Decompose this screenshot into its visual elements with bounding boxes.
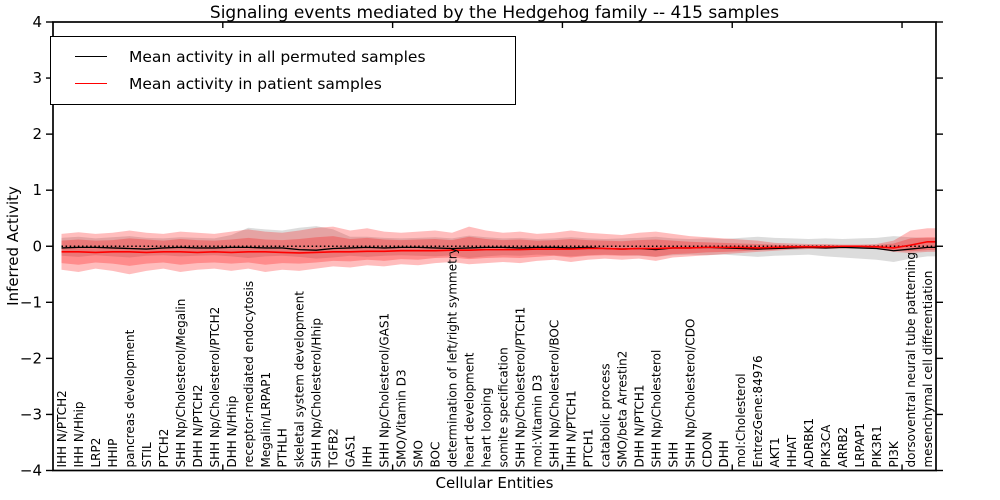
x-category-label: somite specification <box>496 347 510 467</box>
x-category-label: TGFB2 <box>327 428 341 468</box>
x-category-label: SHH Np/Cholesterol/BOC <box>547 320 561 468</box>
chart-title: Signaling events mediated by the Hedgeho… <box>209 3 780 23</box>
legend-line-sample-red <box>75 83 107 84</box>
legend-entry-patient: Mean activity in patient samples <box>51 70 515 97</box>
x-category-label: mol:Cholesterol <box>734 373 748 467</box>
y-tick-label: −1 <box>20 293 42 311</box>
x-category-label: PTCH2 <box>157 429 171 468</box>
x-category-label: SHH Np/Cholesterol/CDO <box>683 319 697 468</box>
x-category-label: STIL <box>140 442 154 467</box>
x-category-label: GAS1 <box>344 435 358 468</box>
x-category-label: heart development <box>463 352 477 467</box>
y-tick-label: 1 <box>32 181 42 199</box>
x-category-label: catabolic process <box>598 363 612 467</box>
y-tick-label: 0 <box>32 237 42 255</box>
x-category-label: SHH Np/Cholesterol/GAS1 <box>378 313 392 468</box>
x-category-label: SMO <box>412 440 426 467</box>
x-category-label: AKT1 <box>768 437 782 467</box>
x-category-label: SHH Np/Cholesterol/Hhip <box>310 318 324 467</box>
x-category-label: LRPAP1 <box>853 423 867 468</box>
x-category-label: HHIP <box>106 439 120 468</box>
series-line-0 <box>61 246 936 252</box>
x-category-label: SMO/Vitamin D3 <box>395 369 409 467</box>
band-2 <box>61 236 937 266</box>
x-category-label: DHH N/PTCH2 <box>191 384 205 467</box>
legend-label-patient: Mean activity in patient samples <box>129 74 382 93</box>
y-tick-label: 4 <box>32 13 42 31</box>
x-category-label: PIK3CA <box>819 424 833 468</box>
y-tick-label: 2 <box>32 125 42 143</box>
x-category-label: mol:Vitamin D3 <box>530 374 544 467</box>
x-category-label: SMO/beta Arrestin2 <box>615 351 629 468</box>
x-category-label: IHH N/PTCH1 <box>564 390 578 467</box>
band-1 <box>61 226 937 275</box>
legend-label-permuted: Mean activity in all permuted samples <box>129 47 426 66</box>
x-category-label: heart looping <box>480 387 494 467</box>
x-category-label: pancreas development <box>123 329 137 467</box>
x-category-label: SHH Np/Cholesterol/PTCH2 <box>208 307 222 468</box>
x-category-label: ADRBK1 <box>802 418 816 468</box>
x-category-label: SHH <box>666 442 680 468</box>
legend: Mean activity in all permuted samples Me… <box>50 36 516 105</box>
y-tick-label: −3 <box>20 405 42 423</box>
x-category-label: PTCH1 <box>581 429 595 468</box>
x-category-label: LRP2 <box>89 438 103 468</box>
x-category-label: PI3K <box>887 440 901 467</box>
x-category-label: DHH N/PTCH1 <box>632 384 646 467</box>
x-category-label: DHH <box>717 440 731 467</box>
x-category-label: IHH N/Hhip <box>72 402 86 468</box>
x-category-label: mesenchymal cell differentiation <box>921 271 935 468</box>
y-axis-label: Inferred Activity <box>4 186 22 306</box>
x-category-label: SHH Np/Cholesterol <box>649 350 663 468</box>
x-category-label: SHH Np/Cholesterol/PTCH1 <box>513 307 527 468</box>
x-category-label: HHAT <box>785 434 799 467</box>
x-category-label: receptor-mediated endocytosis <box>242 281 256 468</box>
y-tick-label: −4 <box>20 462 42 480</box>
x-category-label: CDON <box>700 431 714 467</box>
x-category-label: DHH N/Hhip <box>225 396 239 468</box>
y-tick-label: −2 <box>20 349 42 367</box>
x-category-label: EntrezGene:84976 <box>751 355 765 467</box>
x-category-label: IHH <box>361 446 375 468</box>
x-category-label: dorsoventral neural tube patterning <box>904 252 918 468</box>
legend-line-sample-black <box>75 56 107 57</box>
x-category-label: SHH Np/Cholesterol/Megalin <box>174 299 188 468</box>
x-category-label: ARRB2 <box>836 427 850 468</box>
x-category-label: BOC <box>429 442 443 468</box>
x-axis-label: Cellular Entities <box>435 474 554 492</box>
x-category-label: skeletal system development <box>293 291 307 468</box>
x-category-label: Megalin/LRPAP1 <box>259 372 273 468</box>
legend-entry-permuted: Mean activity in all permuted samples <box>51 43 515 70</box>
x-category-label: determination of left/right symmetry <box>446 247 460 467</box>
x-category-label: IHH N/PTCH2 <box>55 390 69 467</box>
x-category-label: PTHLH <box>276 428 290 467</box>
series-line-1 <box>61 240 936 254</box>
y-tick-label: 3 <box>32 69 42 87</box>
x-category-label: PIK3R1 <box>870 425 884 467</box>
